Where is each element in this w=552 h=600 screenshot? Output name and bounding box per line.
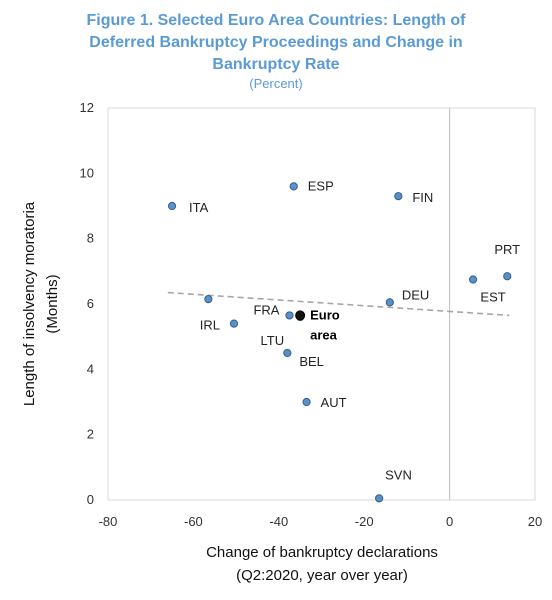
x-tick-label: -60 [184, 514, 203, 529]
y-axis-label-line-2: (Months) [44, 274, 61, 333]
data-point-prt [503, 272, 512, 281]
y-axis-ticks: 0 2 4 6 8 10 12 [80, 100, 94, 507]
point-label-fra: FRA [253, 302, 279, 317]
plot-area [107, 107, 536, 501]
chart-title-line-2: Deferred Bankruptcy Proceedings and Chan… [89, 34, 463, 51]
data-point-fin [394, 192, 403, 201]
x-axis-label-line-2: (Q2:2020, year over year) [236, 567, 408, 584]
point-label-prt: PRT [494, 242, 520, 257]
x-tick-label: -40 [269, 514, 288, 529]
y-tick-label: 10 [80, 165, 94, 180]
data-point-est [468, 275, 478, 284]
data-point-euro-area [295, 310, 306, 321]
chart-title-line-3: Bankruptcy Rate [212, 56, 340, 73]
data-point-svn [375, 494, 384, 503]
y-tick-label: 12 [80, 100, 94, 115]
point-label-euro-area-2: area [310, 327, 338, 342]
data-points [167, 182, 512, 503]
point-label-aut: AUT [321, 395, 347, 410]
x-tick-label: -20 [355, 514, 374, 529]
data-point [204, 295, 213, 304]
chart-subtitle: (Percent) [249, 76, 303, 91]
point-label-ltu: LTU [261, 333, 285, 348]
data-point-bel [283, 348, 292, 358]
data-point-irl [229, 319, 239, 328]
x-tick-label: -80 [99, 514, 118, 529]
x-axis-label-line-1: Change of bankruptcy declarations [206, 544, 438, 561]
y-tick-label: 6 [87, 296, 94, 311]
y-axis-label-line-1: Length of insolvency moratoria [21, 201, 38, 406]
y-tick-label: 4 [87, 361, 94, 376]
y-tick-label: 2 [87, 427, 94, 442]
data-point-fra [285, 311, 294, 320]
point-label-fin: FIN [412, 190, 433, 205]
chart-title-line-1: Figure 1. Selected Euro Area Countries: … [86, 12, 466, 29]
trendline [167, 291, 510, 317]
data-point-esp [289, 182, 298, 191]
point-label-deu: DEU [402, 287, 429, 302]
y-tick-label: 8 [87, 231, 94, 246]
title-block: Figure 1. Selected Euro Area Countries: … [0, 10, 552, 92]
point-label-esp: ESP [308, 178, 334, 193]
x-tick-label: 20 [528, 514, 542, 529]
data-point-ita [167, 201, 177, 211]
data-point-deu [385, 298, 394, 307]
x-axis-ticks: -80 -60 -40 -20 0 20 [99, 514, 543, 529]
point-label-bel: BEL [299, 354, 324, 369]
point-labels: ITA ESP FIN PRT EST DEU IRL FRA LTU Euro area BEL AU… [189, 178, 520, 482]
point-label-ita: ITA [189, 200, 209, 215]
point-label-irl: IRL [200, 318, 220, 333]
point-label-est: EST [480, 290, 505, 305]
point-label-euro-area-1: Euro [310, 307, 340, 322]
x-tick-label: 0 [446, 514, 453, 529]
point-label-svn: SVN [385, 467, 412, 482]
data-point-aut [302, 397, 311, 407]
y-tick-label: 0 [87, 492, 94, 507]
